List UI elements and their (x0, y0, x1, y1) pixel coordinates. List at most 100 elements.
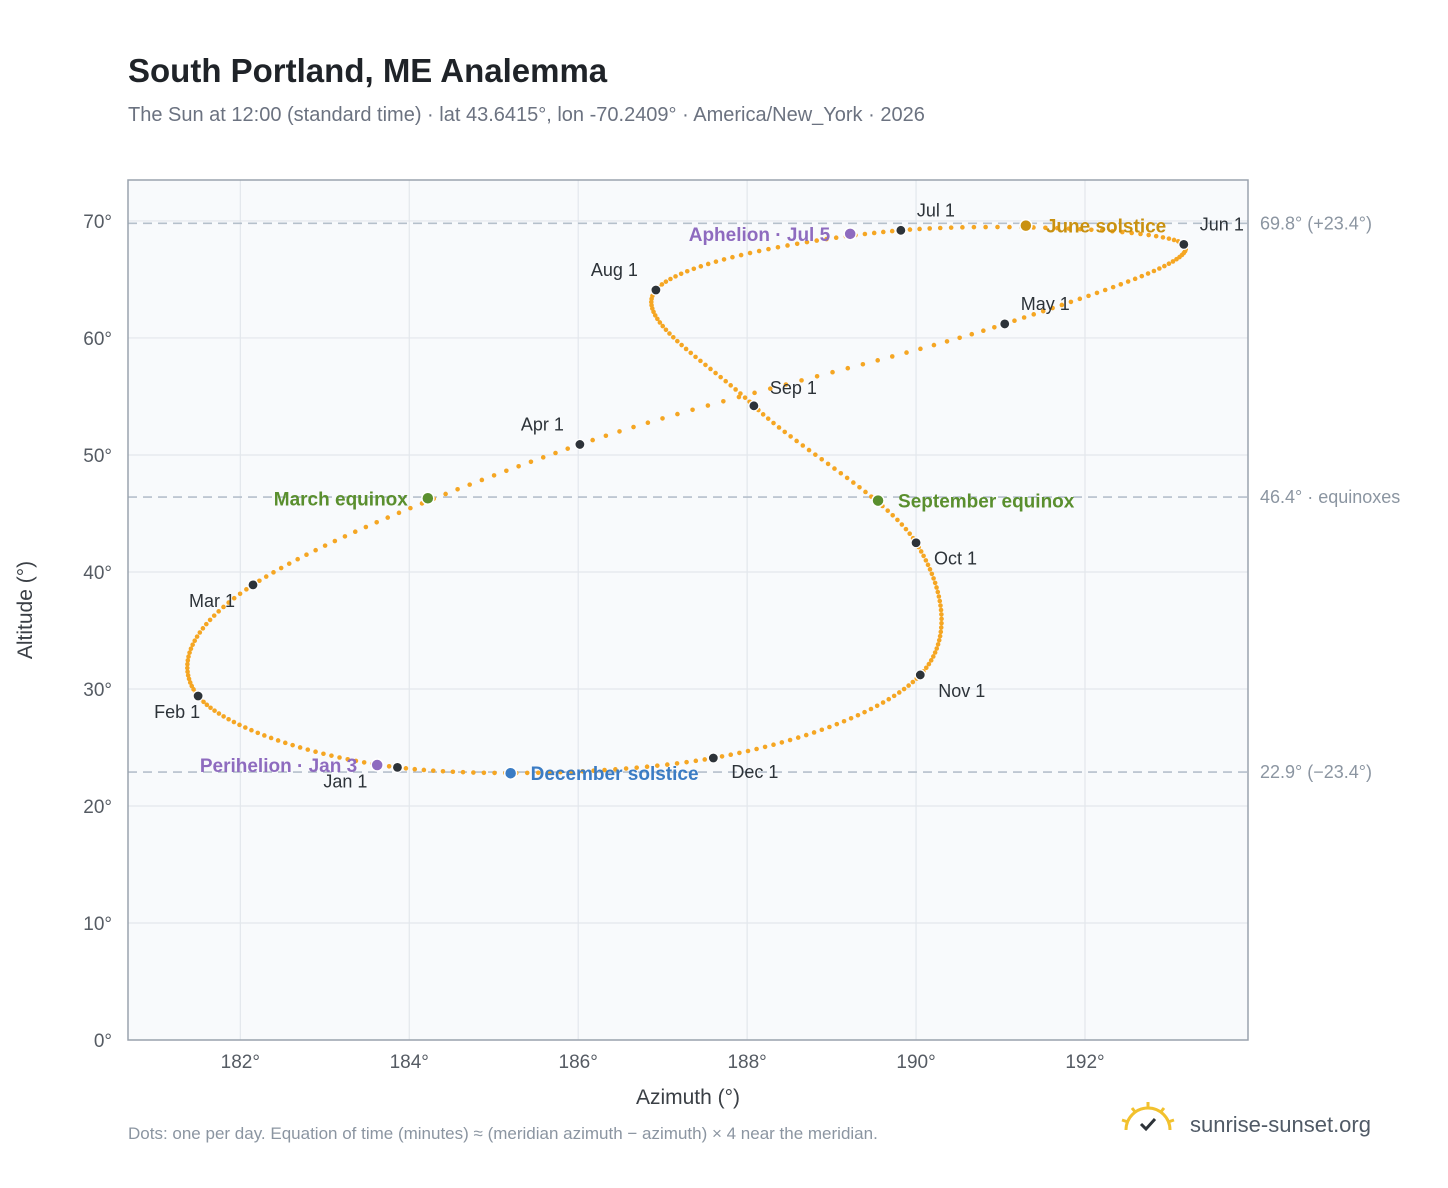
daily-dot (363, 524, 369, 530)
daily-dot (754, 746, 759, 752)
daily-dot (813, 452, 818, 457)
daily-dot (1089, 227, 1094, 233)
daily-dot (782, 429, 788, 435)
daily-dot (1153, 233, 1159, 239)
daily-dot (787, 737, 793, 743)
daily-dot (652, 313, 658, 318)
daily-dot (342, 534, 348, 539)
daily-dot (255, 730, 261, 736)
daily-dot (1166, 261, 1172, 267)
daily-dot (819, 727, 825, 733)
daily-dot (833, 235, 839, 240)
daily-dot (297, 745, 303, 750)
daily-dot (885, 508, 891, 513)
daily-dot (547, 770, 552, 775)
daily-dot (659, 282, 665, 287)
daily-dot (891, 693, 897, 699)
event-label: June solstice (1046, 217, 1166, 238)
event-marker (843, 227, 857, 241)
brand[interactable]: sunrise-sunset.org (1120, 1100, 1390, 1148)
daily-dot (795, 735, 801, 740)
daily-dot (705, 403, 711, 408)
daily-dot (889, 354, 895, 359)
x-tick-label: 190° (896, 1052, 935, 1073)
daily-dot (1170, 259, 1176, 264)
daily-dot (881, 229, 886, 235)
daily-dot (440, 768, 446, 774)
daily-dot (683, 346, 689, 352)
daily-dot (811, 730, 817, 735)
event-label: December solstice (531, 764, 699, 785)
daily-dot (667, 331, 672, 336)
daily-dot (1059, 302, 1065, 308)
daily-dot (783, 382, 789, 387)
month-label: Jan 1 (323, 771, 367, 791)
daily-dot (733, 387, 738, 392)
daily-dot (197, 630, 203, 635)
daily-dot (663, 279, 669, 284)
daily-dot (857, 484, 862, 490)
daily-dot (723, 378, 728, 384)
daily-dot (794, 241, 800, 247)
daily-dot (660, 323, 666, 329)
daily-dot (844, 475, 850, 481)
y-tick-label: 10° (83, 914, 112, 935)
daily-dot (788, 434, 793, 439)
daily-dot (1132, 276, 1138, 282)
daily-dot (670, 335, 676, 340)
daily-dot (201, 699, 206, 705)
daily-dot (1129, 230, 1134, 236)
daily-dot (208, 705, 213, 711)
daily-dot (1120, 229, 1125, 235)
daily-dot (762, 744, 768, 750)
daily-dot (728, 752, 734, 758)
daily-dot (221, 714, 226, 719)
reference-label: 46.4° · equinoxes (1260, 487, 1400, 507)
event-marker (503, 766, 518, 780)
daily-dot (1171, 237, 1177, 243)
daily-dot (903, 526, 909, 532)
daily-dot (524, 770, 530, 776)
daily-dot (1007, 224, 1012, 230)
axis-ticks: 182° 184° 186° 188° 190° 192° 0° 10° 20° 30° 40° 50… (83, 212, 1104, 1073)
daily-dot (923, 665, 929, 671)
x-tick-label: 184° (390, 1052, 429, 1073)
daily-dot (1099, 228, 1105, 233)
daily-dot (460, 769, 466, 775)
daily-dot (185, 658, 191, 663)
footnote: Dots: one per day. Equation of time (min… (128, 1124, 878, 1143)
daily-dot (187, 650, 192, 655)
daily-dot (1118, 282, 1124, 287)
daily-dot (231, 719, 237, 725)
daily-dot (948, 225, 954, 230)
daily-dot (668, 276, 673, 282)
daily-dot (1040, 308, 1046, 314)
daily-dot (421, 767, 427, 773)
daily-dot (995, 224, 1000, 230)
daily-dot (231, 595, 237, 601)
daily-dot (923, 558, 929, 563)
y-tick-label: 40° (83, 563, 112, 584)
daily-dot (766, 246, 771, 252)
daily-dot (824, 236, 829, 242)
daily-dot (580, 768, 585, 774)
daily-dot (204, 702, 210, 708)
daily-dot (467, 482, 472, 487)
daily-dot (188, 646, 194, 652)
daily-dot (190, 642, 195, 648)
daily-dot (899, 522, 905, 527)
daily-dot (1021, 315, 1027, 320)
daily-dot (313, 749, 318, 755)
daily-dot (185, 673, 191, 678)
daily-dot (352, 529, 358, 535)
daily-dot (863, 489, 868, 495)
daily-dot (403, 766, 409, 771)
daily-dot (374, 520, 379, 525)
daily-dot (928, 658, 934, 663)
chart-title: South Portland, ME Analemma (128, 52, 608, 89)
key-points: Jan 1 Feb 1 Mar 1 Apr 1 May 1 Jun 1 Jul 1 Aug 1… (154, 200, 1244, 791)
month-marker (192, 690, 204, 702)
daily-dot (674, 761, 680, 766)
daily-dot (664, 762, 670, 767)
